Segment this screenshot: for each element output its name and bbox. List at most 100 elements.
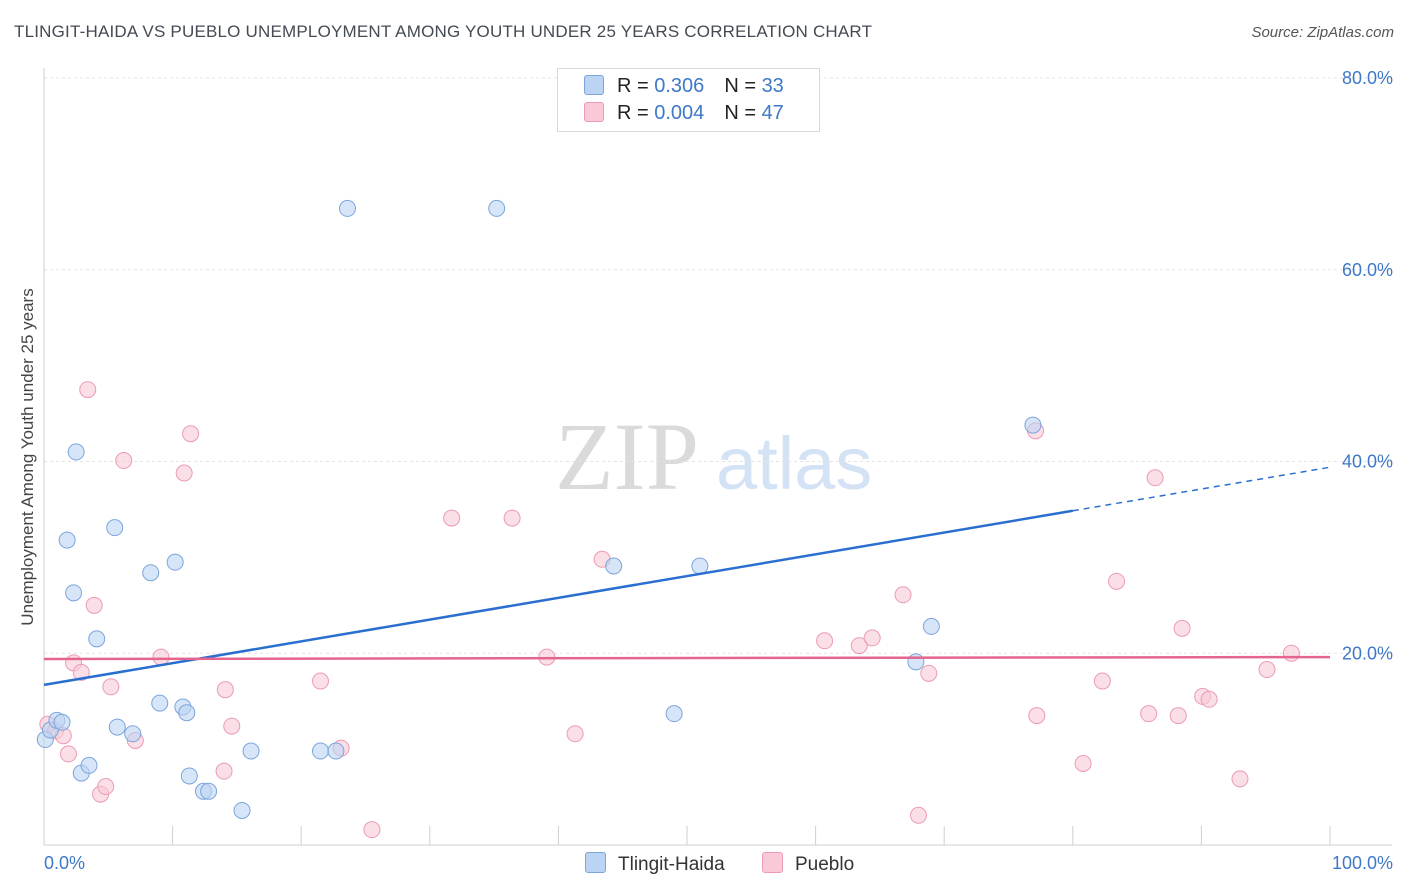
tlingit-haida-point <box>178 704 196 722</box>
tlingit-haida-trend-line <box>43 509 1074 687</box>
tlingit-haida-point <box>691 557 709 575</box>
tlingit-haida-point <box>907 653 925 671</box>
trend-lines <box>43 466 1331 687</box>
legend-swatch-pink <box>584 102 604 122</box>
tlingit-haida-point <box>58 531 76 549</box>
pueblo-point <box>97 778 115 796</box>
bottom-legend-label: Pueblo <box>795 854 855 875</box>
pueblo-point <box>920 664 938 682</box>
legend-n-value: 47 <box>761 102 784 124</box>
tlingit-haida-point <box>665 705 683 723</box>
tlingit-haida-point <box>338 199 356 217</box>
pueblo-point <box>1074 755 1092 773</box>
pueblo-trend-line <box>43 655 1331 661</box>
pueblo-point <box>59 745 77 763</box>
tlingit-haida-point <box>242 742 260 760</box>
tlingit-haida-point <box>67 443 85 461</box>
axes <box>43 68 1392 846</box>
tlingit-haida-point <box>488 199 506 217</box>
pueblo-point <box>1146 469 1164 487</box>
bottom-legend-swatch-pink <box>762 852 783 873</box>
tlingit-haida-point <box>233 801 251 819</box>
stats-legend: R = 0.306 N = 33 R = 0.004 N = 47 <box>557 68 820 132</box>
pueblo-point <box>909 806 927 824</box>
pueblo-point <box>175 464 193 482</box>
pueblo-point <box>1231 770 1249 788</box>
pueblo-point <box>850 637 868 655</box>
pueblo-point <box>115 452 133 470</box>
pueblo-point <box>503 509 521 527</box>
tlingit-haida-point <box>1024 416 1042 434</box>
legend-swatch-blue <box>584 75 604 95</box>
tlingit-haida-point <box>65 584 83 602</box>
legend-r-value: 0.004 <box>654 102 705 124</box>
tlingit-haida-point <box>166 553 184 571</box>
watermark: ZIP atlas <box>555 403 872 510</box>
legend-row-pueblo: R = 0.004 N = 47 <box>584 102 784 125</box>
pueblo-point <box>1173 619 1191 637</box>
y-tick-label: 40.0% <box>1342 452 1393 472</box>
pueblo-point <box>215 762 233 780</box>
pueblo-point <box>816 632 834 650</box>
tlingit-haida-point <box>124 725 142 743</box>
y-tick-label: 20.0% <box>1342 643 1393 663</box>
watermark-atlas: atlas <box>716 422 872 505</box>
pueblo-point <box>1258 661 1276 679</box>
legend-r-label: R = <box>617 102 655 124</box>
pueblo-point <box>1200 690 1218 708</box>
legend-n-label: N = <box>724 75 762 97</box>
pueblo-point <box>1028 707 1046 725</box>
chart-title: TLINGIT-HAIDA VS PUEBLO UNEMPLOYMENT AMO… <box>14 22 873 41</box>
pueblo-point <box>311 672 329 690</box>
pueblo-points <box>39 381 1300 839</box>
watermark-zip: ZIP <box>555 403 699 510</box>
tlingit-haida-point <box>200 782 218 800</box>
pueblo-point <box>894 586 912 604</box>
bottom-legend-swatch-blue <box>585 852 606 873</box>
x-tick-label-start: 0.0% <box>44 853 85 873</box>
legend-row-tlingit-haida: R = 0.306 N = 33 <box>584 75 784 98</box>
y-tick-labels: 20.0% 40.0% 60.0% 80.0% <box>1342 68 1393 663</box>
tlingit-haida-point <box>311 742 329 760</box>
pueblo-point <box>443 509 461 527</box>
pueblo-point <box>1108 572 1126 590</box>
pueblo-point <box>216 681 234 699</box>
pueblo-point <box>1282 644 1300 662</box>
pueblo-point <box>102 678 120 696</box>
bottom-legend-pueblo: Pueblo <box>762 852 854 876</box>
tlingit-haida-point <box>922 617 940 635</box>
legend-n-label: N = <box>724 102 762 124</box>
pueblo-point <box>363 821 381 839</box>
pueblo-point <box>566 725 584 743</box>
legend-n-value: 33 <box>761 75 784 97</box>
bottom-legend-label: Tlingit-Haida <box>618 854 725 875</box>
pueblo-point <box>85 596 103 614</box>
tlingit-haida-point <box>88 630 106 648</box>
pueblo-point <box>152 648 170 666</box>
tlingit-haida-trend-extension <box>1072 466 1331 512</box>
y-tick-label: 80.0% <box>1342 68 1393 88</box>
x-tick-label-end: 100.0% <box>1332 853 1393 873</box>
pueblo-point <box>79 381 97 399</box>
legend-r-label: R = <box>617 75 655 97</box>
tlingit-haida-point <box>108 718 126 736</box>
tlingit-haida-point <box>327 742 345 760</box>
tlingit-haida-point <box>180 767 198 785</box>
pueblo-point <box>863 629 881 647</box>
tlingit-haida-point <box>53 713 71 731</box>
gridlines <box>44 77 1392 654</box>
legend-r-value: 0.306 <box>654 75 705 97</box>
pueblo-point <box>1093 672 1111 690</box>
pueblo-point <box>1169 707 1187 725</box>
tlingit-haida-points <box>36 199 1042 819</box>
tlingit-haida-point <box>106 519 124 537</box>
pueblo-point <box>182 425 200 443</box>
pueblo-point <box>72 663 90 681</box>
pueblo-point <box>1140 705 1158 723</box>
tlingit-haida-point <box>80 756 98 774</box>
tlingit-haida-point <box>151 694 169 712</box>
source-credit: Source: ZipAtlas.com <box>1251 24 1394 41</box>
y-tick-label: 60.0% <box>1342 260 1393 280</box>
tlingit-haida-point <box>142 564 160 582</box>
